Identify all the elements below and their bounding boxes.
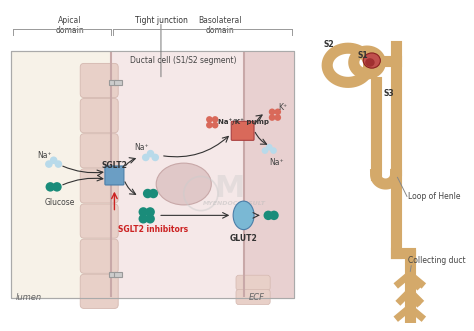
Circle shape bbox=[147, 150, 155, 158]
Text: GLUT2: GLUT2 bbox=[230, 234, 257, 243]
Text: Na⁺/K⁺ pump: Na⁺/K⁺ pump bbox=[218, 118, 269, 125]
Circle shape bbox=[142, 154, 150, 161]
Text: S1: S1 bbox=[358, 51, 369, 60]
Circle shape bbox=[264, 211, 273, 220]
FancyBboxPatch shape bbox=[80, 239, 118, 273]
Circle shape bbox=[269, 109, 275, 115]
Circle shape bbox=[146, 214, 155, 223]
Circle shape bbox=[266, 144, 273, 151]
FancyBboxPatch shape bbox=[80, 99, 118, 133]
Circle shape bbox=[270, 147, 277, 154]
Circle shape bbox=[152, 154, 159, 161]
Ellipse shape bbox=[233, 201, 254, 230]
Text: ECF: ECF bbox=[248, 293, 264, 302]
Circle shape bbox=[274, 109, 281, 115]
Bar bbox=[244, 51, 294, 298]
Circle shape bbox=[46, 182, 55, 192]
Text: lumen: lumen bbox=[16, 293, 42, 302]
Circle shape bbox=[149, 189, 158, 198]
Text: Collecting duct: Collecting duct bbox=[408, 256, 465, 264]
Text: S3: S3 bbox=[383, 89, 394, 98]
Text: Na⁺: Na⁺ bbox=[134, 143, 149, 152]
Text: Loop of Henle: Loop of Henle bbox=[408, 192, 460, 201]
Text: Glucose: Glucose bbox=[44, 198, 74, 207]
Bar bbox=[114, 272, 122, 277]
Text: Na⁺: Na⁺ bbox=[37, 151, 52, 160]
Bar bbox=[109, 272, 116, 277]
Ellipse shape bbox=[365, 58, 374, 67]
Bar bbox=[109, 80, 116, 85]
Text: Ductal cell (S1/S2 segment): Ductal cell (S1/S2 segment) bbox=[130, 56, 237, 65]
Circle shape bbox=[138, 214, 148, 223]
Text: Tight junction: Tight junction bbox=[135, 16, 187, 25]
Circle shape bbox=[212, 122, 219, 128]
Text: Apical
domain: Apical domain bbox=[55, 16, 84, 35]
Text: Basolateral
domain: Basolateral domain bbox=[198, 16, 242, 35]
Circle shape bbox=[206, 116, 213, 123]
Circle shape bbox=[206, 122, 213, 128]
Circle shape bbox=[274, 114, 281, 121]
Bar bbox=[110, 51, 244, 298]
Circle shape bbox=[212, 116, 219, 123]
Bar bbox=[11, 51, 294, 298]
Ellipse shape bbox=[363, 53, 380, 68]
Circle shape bbox=[146, 207, 155, 217]
Text: Na⁺: Na⁺ bbox=[269, 158, 284, 167]
Text: SGLT2: SGLT2 bbox=[101, 161, 128, 170]
Text: K⁺: K⁺ bbox=[278, 103, 287, 112]
Circle shape bbox=[45, 160, 53, 168]
Text: M: M bbox=[214, 174, 245, 203]
FancyBboxPatch shape bbox=[231, 121, 254, 140]
FancyBboxPatch shape bbox=[80, 204, 118, 238]
FancyBboxPatch shape bbox=[236, 289, 270, 305]
Bar bbox=[114, 80, 122, 85]
Circle shape bbox=[262, 147, 268, 154]
Text: SGLT2 inhibitors: SGLT2 inhibitors bbox=[118, 225, 188, 234]
FancyBboxPatch shape bbox=[80, 64, 118, 98]
FancyBboxPatch shape bbox=[105, 166, 124, 185]
Bar bbox=[11, 51, 294, 298]
Ellipse shape bbox=[156, 163, 211, 205]
Text: S2: S2 bbox=[324, 40, 334, 49]
Circle shape bbox=[52, 182, 62, 192]
Circle shape bbox=[55, 160, 62, 168]
FancyBboxPatch shape bbox=[80, 169, 118, 203]
Text: MYENDOCONSULT: MYENDOCONSULT bbox=[202, 201, 265, 206]
Circle shape bbox=[138, 207, 148, 217]
FancyBboxPatch shape bbox=[236, 275, 270, 290]
Circle shape bbox=[269, 211, 279, 220]
Circle shape bbox=[143, 189, 153, 198]
Circle shape bbox=[269, 114, 275, 121]
Circle shape bbox=[50, 157, 57, 164]
FancyBboxPatch shape bbox=[80, 274, 118, 308]
FancyBboxPatch shape bbox=[80, 134, 118, 168]
